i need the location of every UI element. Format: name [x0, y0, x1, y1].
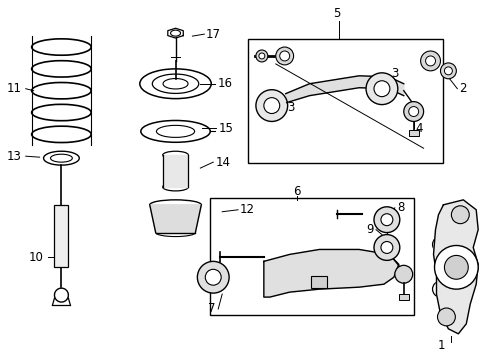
Circle shape — [394, 265, 412, 283]
Text: 14: 14 — [215, 156, 230, 168]
Bar — [54, 205, 68, 267]
Text: 12: 12 — [240, 203, 255, 216]
Circle shape — [380, 214, 392, 226]
Polygon shape — [285, 76, 403, 103]
Circle shape — [440, 63, 455, 79]
Text: 11: 11 — [7, 82, 21, 95]
Circle shape — [380, 242, 392, 253]
Bar — [408, 130, 418, 136]
Text: 1: 1 — [437, 339, 444, 352]
Circle shape — [444, 67, 451, 75]
Polygon shape — [264, 249, 398, 297]
Circle shape — [373, 235, 399, 260]
Circle shape — [264, 98, 279, 113]
Text: 7: 7 — [207, 302, 215, 315]
Circle shape — [255, 90, 287, 121]
Text: 5: 5 — [333, 7, 340, 20]
Circle shape — [255, 50, 267, 62]
Circle shape — [403, 102, 423, 121]
Bar — [311, 276, 326, 288]
Circle shape — [275, 47, 293, 65]
Text: 3: 3 — [286, 101, 293, 114]
Circle shape — [434, 246, 477, 289]
Text: 17: 17 — [205, 28, 220, 41]
Polygon shape — [163, 155, 188, 187]
Polygon shape — [149, 205, 201, 233]
Text: 10: 10 — [29, 251, 43, 264]
Circle shape — [205, 269, 221, 285]
Circle shape — [425, 56, 435, 66]
Circle shape — [373, 81, 389, 96]
Text: 16: 16 — [217, 77, 232, 90]
Circle shape — [437, 308, 454, 326]
Text: 9: 9 — [366, 223, 373, 236]
Bar — [398, 294, 408, 300]
Circle shape — [373, 207, 399, 233]
Circle shape — [450, 206, 468, 224]
Circle shape — [444, 255, 468, 279]
Circle shape — [420, 51, 440, 71]
Circle shape — [197, 261, 229, 293]
Circle shape — [408, 107, 418, 117]
Bar — [247, 39, 443, 163]
Circle shape — [279, 51, 289, 61]
Polygon shape — [433, 200, 477, 334]
Circle shape — [366, 73, 397, 105]
Text: 3: 3 — [390, 67, 397, 80]
Text: 15: 15 — [218, 122, 233, 135]
Text: 6: 6 — [292, 185, 300, 198]
Text: 4: 4 — [415, 122, 422, 135]
Text: 8: 8 — [396, 201, 404, 214]
Text: 2: 2 — [458, 82, 466, 95]
Circle shape — [258, 53, 264, 59]
Bar — [210, 198, 413, 315]
Text: 13: 13 — [7, 150, 21, 163]
